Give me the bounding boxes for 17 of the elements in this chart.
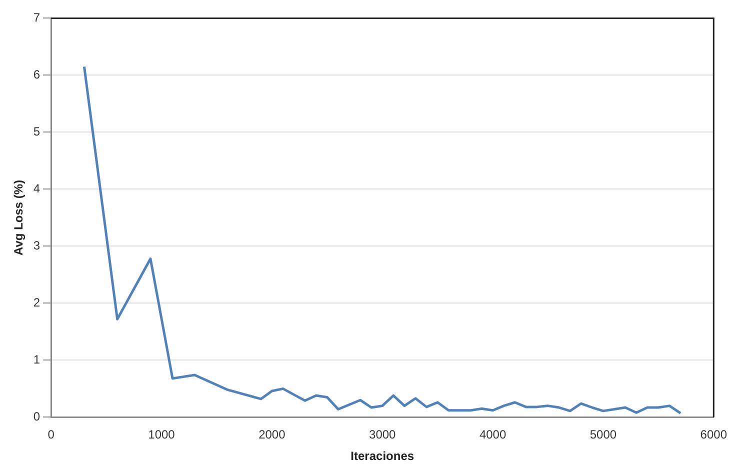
x-tick-label: 4000: [479, 428, 506, 442]
y-tick-label: 6: [33, 68, 40, 82]
x-axis-title: Iteraciones: [350, 449, 414, 464]
x-tick-label: 2000: [258, 428, 286, 442]
y-tick-label: 2: [33, 296, 40, 310]
y-tick-label: 1: [33, 352, 40, 367]
y-tick-label: 3: [33, 238, 40, 253]
y-tick-label: 5: [33, 124, 40, 139]
x-tick-label: 1000: [148, 428, 176, 442]
x-tick-label: 6000: [700, 428, 728, 442]
x-tick-label: 5000: [590, 428, 617, 442]
x-tick-label: 3000: [369, 428, 396, 442]
y-axis-title: Avg Loss (%): [12, 180, 26, 256]
y-tick-label: 4: [33, 182, 40, 196]
y-tick-label: 0: [33, 410, 40, 424]
x-tick-label: 0: [48, 428, 55, 442]
y-tick-label: 7: [33, 10, 40, 25]
